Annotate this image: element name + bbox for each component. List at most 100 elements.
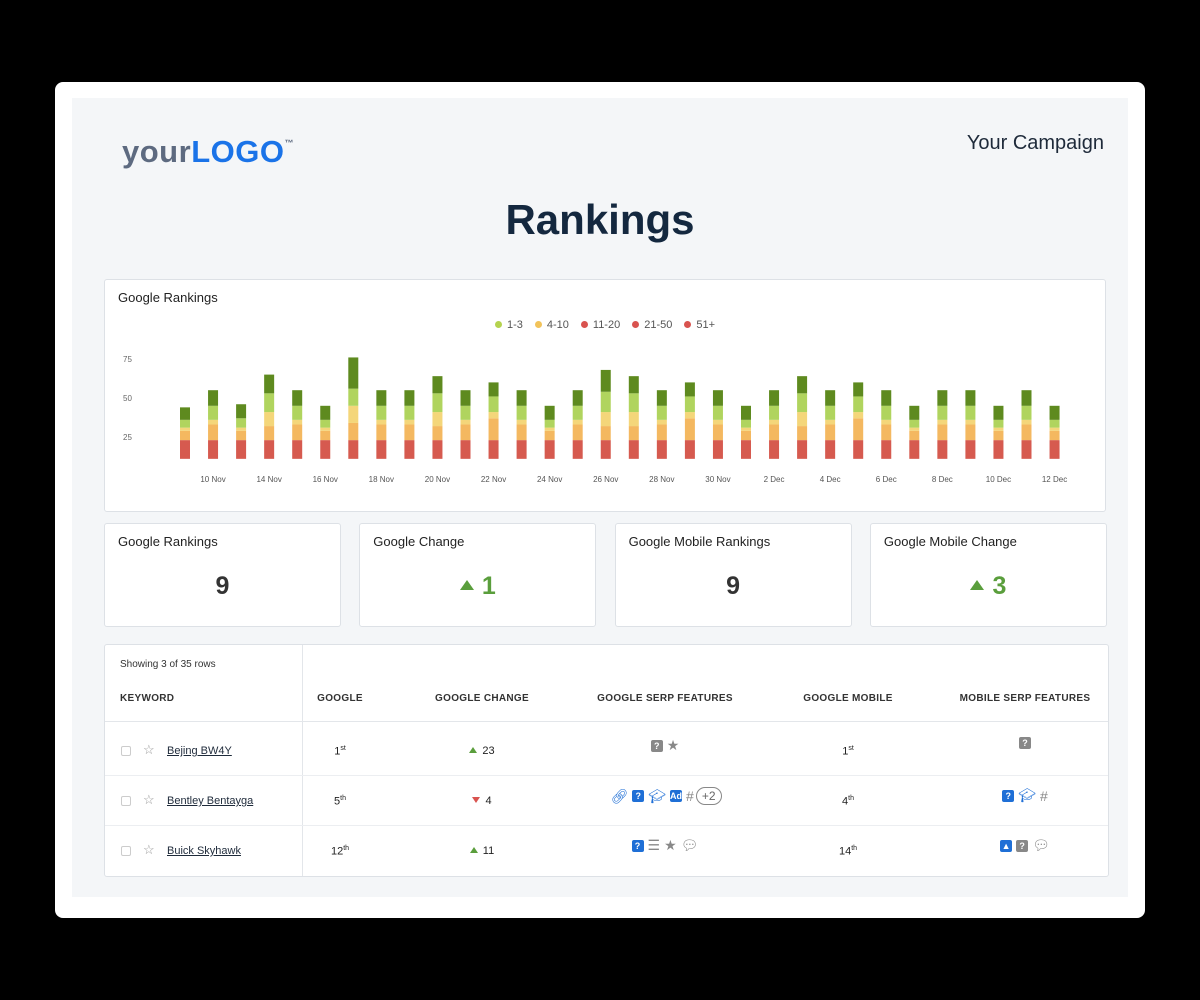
bar-segment: [432, 412, 443, 427]
stat-card: Google Mobile Rankings 9: [614, 523, 852, 627]
bar-segment: [797, 440, 808, 459]
legend-item[interactable]: 4-10: [534, 319, 569, 331]
hashtag-icon: #: [686, 788, 694, 804]
bar-segment: [460, 424, 471, 441]
stat-card: Google Change 1: [359, 523, 597, 627]
bar-segment: [825, 424, 836, 441]
bar-segment: [432, 440, 443, 459]
bar-segment: [572, 419, 583, 425]
column-header[interactable]: GOOGLE SERP FEATURES: [597, 693, 733, 704]
serp-features: ? ★: [565, 737, 765, 754]
star-outline-icon[interactable]: ☆: [143, 842, 155, 857]
star-icon: ★: [664, 837, 677, 853]
bar-segment: [684, 418, 695, 441]
bar-segment: [292, 405, 303, 420]
bar-segment: [1049, 427, 1060, 431]
bar-segment: [348, 405, 359, 423]
y-tick-label: 25: [123, 433, 132, 442]
bar-segment: [320, 440, 331, 459]
legend-item[interactable]: 11-20: [580, 319, 620, 331]
bar-segment: [236, 427, 247, 431]
bar-segment: [488, 418, 499, 441]
x-tick-label: 12 Dec: [1042, 475, 1067, 484]
rankings-chart-panel: Google Rankings 1-3 4-10 11-20 21-50 51+ 25 5…: [104, 279, 1106, 512]
bar-segment: [572, 440, 583, 459]
bar-segment: [937, 440, 948, 459]
keyword-link[interactable]: Bentley Bentayga: [167, 795, 254, 807]
bar-segment: [965, 405, 976, 420]
legend-item[interactable]: 51+: [684, 319, 715, 331]
legend-item[interactable]: 1-3: [494, 319, 523, 331]
legend-dot-icon: [534, 321, 542, 328]
bar-segment: [208, 390, 219, 406]
keywords-table-panel: Showing 3 of 35 rows KEYWORD GOOGLE GOOGLE…: [104, 644, 1109, 877]
bar-segment: [937, 405, 948, 420]
bar-segment: [348, 422, 359, 441]
bar-segment: [937, 419, 948, 425]
column-header[interactable]: GOOGLE MOBILE: [803, 693, 893, 704]
x-tick-label: 6 Dec: [876, 475, 897, 484]
list-icon: ☰: [647, 837, 661, 853]
x-tick-label: 16 Nov: [313, 475, 338, 484]
bar-segment: [993, 427, 1004, 431]
bar-segment: [600, 391, 611, 413]
bar-segment: [516, 390, 527, 406]
mobile-serp-features: ▲? 💬︎: [925, 837, 1125, 854]
star-outline-icon[interactable]: ☆: [143, 742, 155, 757]
bar-segment: [544, 440, 555, 459]
row-checkbox[interactable]: [121, 796, 131, 806]
bar-segment: [264, 393, 275, 413]
x-tick-label: 20 Nov: [425, 475, 450, 484]
bar-segment: [628, 376, 639, 394]
bar-segment: [376, 440, 387, 459]
reviews-icon: 💬︎: [1032, 837, 1050, 853]
bar-segment: [404, 390, 415, 406]
column-header[interactable]: KEYWORD: [120, 693, 175, 704]
bar-segment: [460, 440, 471, 459]
bar-segment: [993, 419, 1004, 428]
bar-segment: [544, 405, 555, 420]
serp-features: ? ☰ ★ 💬︎: [565, 837, 765, 854]
bar-segment: [544, 419, 555, 428]
bar-segment: [741, 440, 751, 459]
x-tick-label: 28 Nov: [649, 475, 674, 484]
keyword-link[interactable]: Buick Skyhawk: [167, 845, 241, 857]
keyword-link[interactable]: Bejing BW4Y: [167, 745, 232, 757]
bar-segment: [1021, 419, 1032, 425]
bar-segment: [825, 390, 836, 406]
campaign-name: Your Campaign: [966, 132, 1104, 154]
bar-segment: [600, 369, 611, 392]
row-checkbox[interactable]: [121, 746, 131, 756]
bar-segment: [516, 440, 527, 459]
more-features-badge[interactable]: +2: [695, 787, 722, 805]
bar-segment: [993, 405, 1004, 420]
bar-segment: [236, 404, 247, 419]
star-outline-icon[interactable]: ☆: [143, 792, 155, 807]
bar-segment: [656, 419, 667, 425]
bar-segment: [628, 440, 639, 459]
x-tick-label: 18 Nov: [369, 475, 394, 484]
bar-segment: [965, 440, 976, 459]
column-header[interactable]: GOOGLE: [317, 693, 363, 704]
bar-segment: [993, 440, 1004, 459]
bar-segment: [1021, 390, 1032, 406]
bar-segment: [741, 405, 751, 420]
x-tick-label: 30 Nov: [705, 475, 730, 484]
bar-segment: [712, 424, 723, 441]
bar-segment: [180, 407, 190, 420]
column-header[interactable]: MOBILE SERP FEATURES: [959, 693, 1091, 704]
hashtag-icon: #: [1039, 787, 1048, 804]
bar-segment: [881, 419, 892, 425]
bar-segment: [656, 424, 667, 441]
chart-legend: 1-3 4-10 11-20 21-50 51+: [105, 319, 1105, 331]
bar-segment: [684, 412, 695, 419]
row-checkbox[interactable]: [121, 846, 131, 856]
bar-segment: [853, 396, 864, 413]
page-title: Rankings: [505, 196, 695, 243]
bar-segment: [516, 424, 527, 441]
bar-segment: [628, 393, 639, 413]
bar-segment: [180, 440, 190, 459]
arrow-up-icon: [459, 580, 474, 590]
column-header[interactable]: GOOGLE CHANGE: [435, 693, 529, 704]
legend-item[interactable]: 21-50: [632, 319, 672, 331]
